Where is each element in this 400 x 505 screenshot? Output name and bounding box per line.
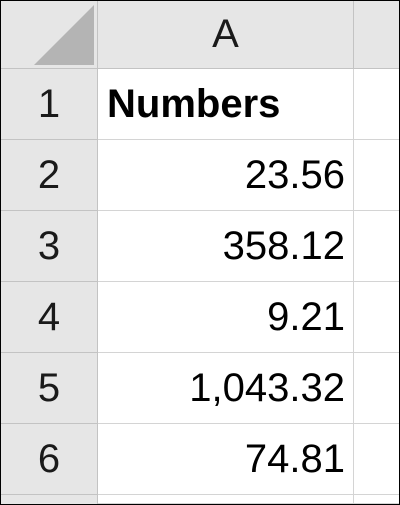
cell-b6[interactable]: [354, 424, 399, 495]
cell-a2[interactable]: 23.56: [98, 140, 354, 211]
select-all-triangle-icon: [34, 5, 94, 65]
cell-a5[interactable]: 1,043.32: [98, 353, 354, 424]
cell-a4[interactable]: 9.21: [98, 282, 354, 353]
row-header-5[interactable]: 5: [1, 353, 98, 424]
column-header-b-partial[interactable]: [354, 1, 399, 69]
cell-a1[interactable]: Numbers: [98, 69, 354, 140]
cell-b1[interactable]: [354, 69, 399, 140]
cell-a6[interactable]: 74.81: [98, 424, 354, 495]
cell-b5[interactable]: [354, 353, 399, 424]
select-all-corner[interactable]: [1, 1, 98, 69]
row-header-3[interactable]: 3: [1, 211, 98, 282]
row-header-4[interactable]: 4: [1, 282, 98, 353]
cell-a7-partial[interactable]: [98, 495, 354, 504]
row-header-6[interactable]: 6: [1, 424, 98, 495]
column-header-a[interactable]: A: [98, 1, 354, 69]
row-header-2[interactable]: 2: [1, 140, 98, 211]
cell-b7-partial[interactable]: [354, 495, 399, 504]
row-header-1[interactable]: 1: [1, 69, 98, 140]
cell-b3[interactable]: [354, 211, 399, 282]
row-header-7-partial[interactable]: [1, 495, 98, 504]
cell-a3[interactable]: 358.12: [98, 211, 354, 282]
cell-b2[interactable]: [354, 140, 399, 211]
cell-b4[interactable]: [354, 282, 399, 353]
